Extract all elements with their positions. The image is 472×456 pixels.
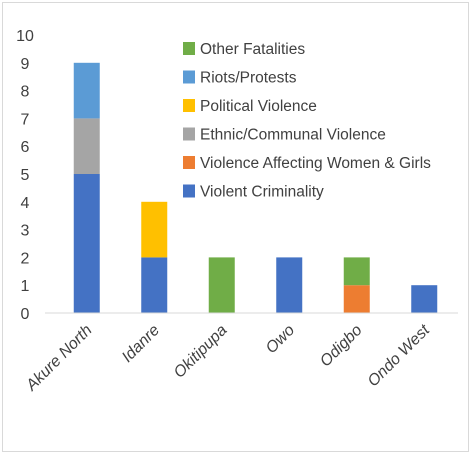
legend-label: Ethnic/Communal Violence [200,127,386,144]
y-tick-label: 7 [21,111,30,128]
y-tick-label: 10 [16,28,34,45]
x-tick-label: Idanre [119,322,163,366]
y-tick-label: 9 [21,56,30,73]
stacked-bar-chart: 0 1 2 3 4 5 6 7 8 9 10 Akure North Idanre Okitipupa O… [16,28,458,395]
legend-label: Riots/Protests [200,70,297,87]
bar-segment [73,174,100,313]
bar-segment [276,257,303,313]
x-tick-label: Akure North [22,322,95,395]
x-axis: Akure North Idanre Okitipupa Owo Odigbo Ondo … [22,312,458,395]
bar-segment [411,285,438,313]
bar-segment [141,257,168,313]
bar-segment [73,118,100,174]
legend-label: Violence Affecting Women & Girls [200,155,431,172]
x-tick-label: Ondo West [365,321,434,390]
legend-swatch [183,127,195,141]
y-tick-label: 8 [21,84,30,101]
legend-swatch [183,184,195,198]
legend-label: Violent Criminality [200,184,324,201]
x-tick-label: Odigbo [317,322,366,371]
legend-label: Political Violence [200,98,317,115]
legend-label: Other Fatalities [200,41,305,58]
y-tick-label: 1 [21,278,30,295]
legend: Other Fatalities Riots/Protests Political … [183,41,431,201]
x-tick-label: Owo [263,322,298,357]
y-tick-label: 0 [21,306,30,323]
bars [73,62,438,313]
y-tick-label: 5 [21,167,30,184]
legend-swatch [183,99,195,112]
bar-segment [73,62,100,119]
x-tick-label: Okitipupa [171,322,231,382]
y-tick-label: 3 [21,223,30,240]
legend-swatch [183,156,195,169]
bar-segment [208,257,235,313]
y-tick-label: 6 [21,139,30,156]
bar-segment [343,257,370,286]
chart-frame: 0 1 2 3 4 5 6 7 8 9 10 Akure North Idanre Okitipupa O… [2,2,469,452]
bar-segment [141,201,168,258]
y-tick-label: 2 [21,250,30,267]
bar-segment [343,285,370,313]
y-axis: 0 1 2 3 4 5 6 7 8 9 10 [16,28,34,323]
y-tick-label: 4 [21,195,30,212]
legend-swatch [183,42,195,55]
legend-swatch [183,70,195,84]
